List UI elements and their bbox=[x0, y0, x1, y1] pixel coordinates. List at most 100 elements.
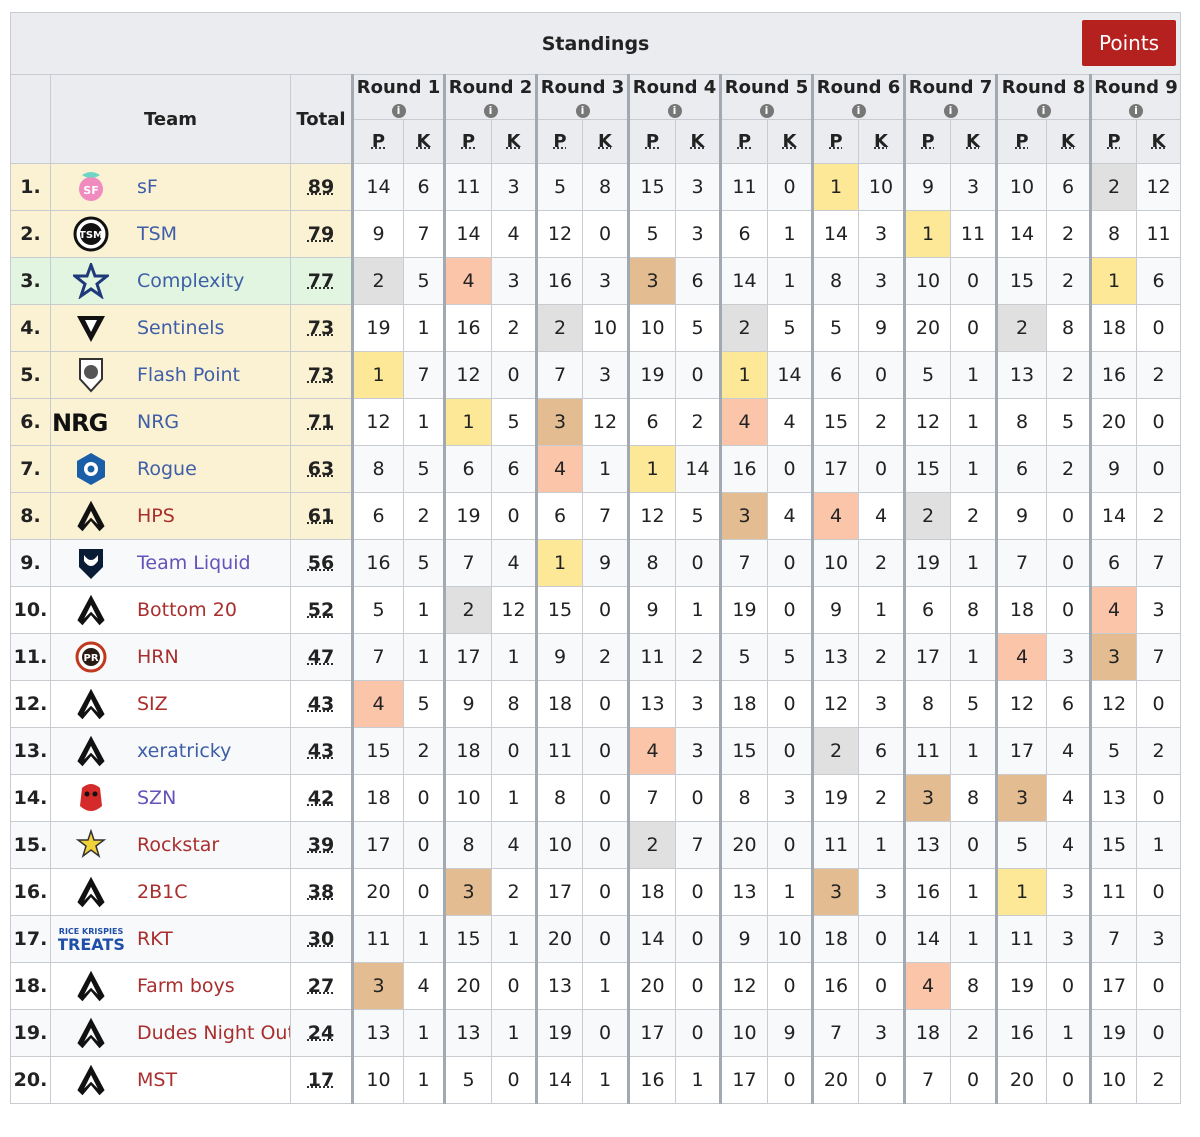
placement-cell: 5 bbox=[535, 163, 583, 211]
complexity-star-logo[interactable] bbox=[52, 260, 132, 302]
round-9-p-header[interactable]: P bbox=[1089, 119, 1137, 164]
kills-cell: 4 bbox=[767, 492, 813, 540]
info-icon[interactable]: i bbox=[943, 104, 958, 118]
apex-logo[interactable] bbox=[51, 730, 131, 772]
placement-abbr: P bbox=[371, 131, 386, 152]
team-name-link[interactable]: HPS bbox=[137, 505, 175, 527]
kills-cell: 2 bbox=[858, 633, 905, 681]
placement-cell: 15 bbox=[719, 727, 768, 775]
placement-cell: 8 bbox=[627, 539, 676, 587]
team-name-link[interactable]: Rockstar bbox=[137, 834, 220, 856]
szn-logo[interactable] bbox=[52, 777, 132, 819]
team-name-link[interactable]: Rogue bbox=[137, 458, 197, 480]
rank-cell: 16. bbox=[10, 868, 51, 916]
team-name-link[interactable]: MST bbox=[137, 1069, 178, 1091]
placement-cell: 4 bbox=[719, 398, 768, 446]
round-8-p-header[interactable]: P bbox=[995, 119, 1047, 164]
team-name-link[interactable]: Flash Point bbox=[137, 364, 241, 386]
rockstar-logo[interactable] bbox=[52, 824, 132, 866]
flash-point-logo[interactable] bbox=[52, 354, 132, 396]
apex-logo[interactable] bbox=[51, 495, 131, 537]
total-cell: 89 bbox=[290, 163, 353, 211]
total-cell: 47 bbox=[290, 633, 353, 681]
kills-cell: 2 bbox=[1046, 257, 1091, 305]
kills-cell: 0 bbox=[767, 586, 813, 634]
round-8-k-header[interactable]: K bbox=[1046, 119, 1091, 164]
kills-cell: 2 bbox=[675, 633, 721, 681]
round-5-k-header[interactable]: K bbox=[767, 119, 813, 164]
team-liquid-logo[interactable] bbox=[52, 542, 132, 584]
team-name-link[interactable]: Team Liquid bbox=[137, 552, 251, 574]
round-4-k-header[interactable]: K bbox=[675, 119, 721, 164]
placement-cell: 1 bbox=[351, 351, 404, 399]
round-2-p-header[interactable]: P bbox=[443, 119, 492, 164]
team-name-link[interactable]: sF bbox=[137, 176, 158, 198]
kills-cell: 8 bbox=[491, 680, 537, 728]
sf-logo[interactable]: SF bbox=[52, 166, 132, 208]
team-name-link[interactable]: SZN bbox=[137, 787, 177, 809]
rice-krispies-treats-logo[interactable]: RICE KRISPIES TREATS bbox=[52, 918, 132, 960]
apex-logo[interactable] bbox=[51, 965, 131, 1007]
round-3-k-header[interactable]: K bbox=[582, 119, 629, 164]
info-icon[interactable]: i bbox=[759, 104, 774, 118]
tsm-logo[interactable]: TSM bbox=[52, 213, 132, 255]
kills-cell: 3 bbox=[582, 351, 629, 399]
placement-cell: 14 bbox=[811, 210, 859, 258]
total-header[interactable]: Total bbox=[290, 74, 353, 164]
team-name-link[interactable]: NRG bbox=[137, 411, 180, 433]
team-name-link[interactable]: Complexity bbox=[137, 270, 245, 292]
round-4-p-header[interactable]: P bbox=[627, 119, 676, 164]
kills-cell: 5 bbox=[403, 257, 445, 305]
info-icon[interactable]: i bbox=[575, 104, 590, 118]
team-header[interactable]: Team bbox=[50, 74, 291, 164]
nrg-logo[interactable]: NRG bbox=[52, 401, 132, 443]
round-1-k-header[interactable]: K bbox=[403, 119, 445, 164]
placement-cell: 6 bbox=[351, 492, 404, 540]
apex-logo[interactable] bbox=[51, 683, 131, 725]
team-name-link[interactable]: xeratricky bbox=[137, 740, 232, 762]
round-5-p-header[interactable]: P bbox=[719, 119, 768, 164]
info-icon[interactable]: i bbox=[483, 104, 498, 118]
round-1-p-header[interactable]: P bbox=[351, 119, 404, 164]
rogue-logo[interactable] bbox=[52, 448, 132, 490]
team-name-link[interactable]: TSM bbox=[137, 223, 178, 245]
round-2-k-header[interactable]: K bbox=[491, 119, 537, 164]
info-icon[interactable]: i bbox=[851, 104, 866, 118]
team-name-link[interactable]: SIZ bbox=[137, 693, 168, 715]
apex-logo[interactable] bbox=[51, 1012, 131, 1054]
points-button[interactable]: Points bbox=[1082, 20, 1177, 66]
info-icon[interactable]: i bbox=[1036, 104, 1051, 118]
kills-cell: 1 bbox=[858, 586, 905, 634]
team-cell: HPS bbox=[50, 492, 291, 540]
team-name-link[interactable]: HRN bbox=[137, 646, 179, 668]
total-cell: 77 bbox=[290, 257, 353, 305]
round-3-p-header[interactable]: P bbox=[535, 119, 583, 164]
info-icon[interactable]: i bbox=[667, 104, 682, 118]
team-name-link[interactable]: 2B1C bbox=[137, 881, 188, 903]
team-name-link[interactable]: Farm boys bbox=[137, 975, 235, 997]
round-7-p-header[interactable]: P bbox=[903, 119, 951, 164]
hrn-logo[interactable]: PR bbox=[52, 636, 132, 678]
team-name-link[interactable]: Sentinels bbox=[137, 317, 225, 339]
apex-logo[interactable] bbox=[51, 1059, 131, 1101]
info-icon[interactable]: i bbox=[1129, 104, 1144, 118]
total-cell: 17 bbox=[290, 1056, 353, 1104]
sentinels-logo[interactable] bbox=[52, 307, 132, 349]
table-row: 10. Bottom 20 52 5 1 2 12 15 0 9 1 19 0 9 1 6 8 18 0 4 3 bbox=[10, 586, 1182, 634]
kills-cell: 1 bbox=[403, 304, 445, 352]
apex-logo[interactable] bbox=[51, 589, 131, 631]
placement-cell: 13 bbox=[995, 351, 1047, 399]
info-icon[interactable]: i bbox=[391, 104, 406, 118]
team-name-link[interactable]: Dudes Night Out bbox=[137, 1022, 291, 1044]
team-name-link[interactable]: RKT bbox=[137, 928, 173, 950]
round-6-p-header[interactable]: P bbox=[811, 119, 859, 164]
team-name-link[interactable]: Bottom 20 bbox=[137, 599, 237, 621]
apex-logo[interactable] bbox=[51, 871, 131, 913]
table-row: 17. RICE KRISPIES TREATS RKT 30 11 1 15 1 20 0 14 0 9… bbox=[10, 915, 1182, 963]
round-9-k-header[interactable]: K bbox=[1135, 119, 1182, 164]
placement-cell: 17 bbox=[535, 868, 583, 916]
round-6-k-header[interactable]: K bbox=[858, 119, 905, 164]
placement-cell: 11 bbox=[351, 915, 404, 963]
round-7-k-header[interactable]: K bbox=[950, 119, 997, 164]
placement-cell: 10 bbox=[351, 1056, 404, 1104]
